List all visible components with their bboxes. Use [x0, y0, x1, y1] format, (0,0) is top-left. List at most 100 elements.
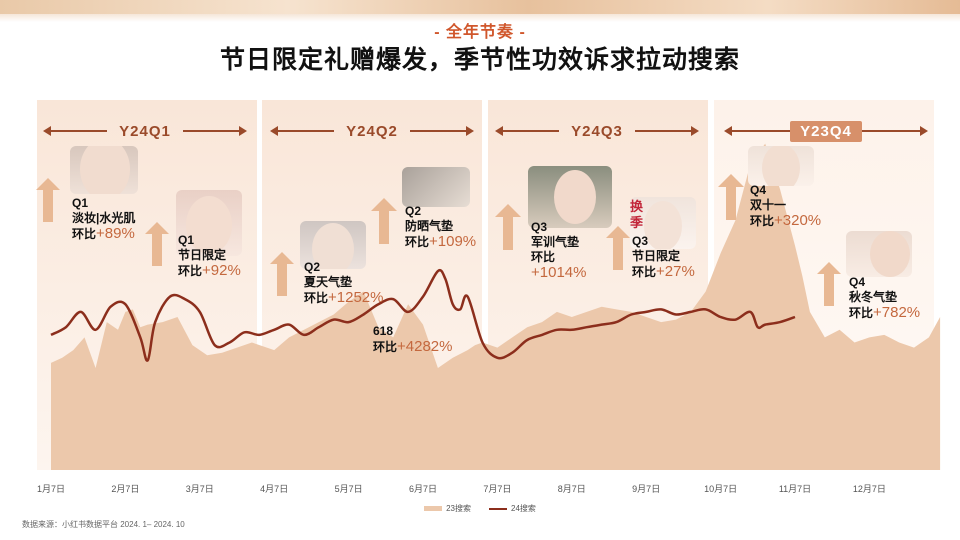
x-tick-label: 1月7日 — [36, 484, 66, 494]
annotation-prefix: 环比 — [373, 340, 398, 354]
x-tick-label: 8月7日 — [557, 484, 586, 494]
arrow-right-icon — [634, 126, 700, 136]
series-23-area-group — [51, 143, 941, 470]
x-tick-label: 6月7日 — [408, 484, 438, 494]
annotation-growth: +92% — [202, 262, 241, 279]
annotation-period: Q1 — [72, 196, 89, 210]
photo-q4-autumn — [846, 231, 912, 277]
face-icon — [554, 170, 596, 224]
x-tick-label: 3月7日 — [185, 484, 214, 494]
annotation-period: Q3 — [531, 220, 548, 234]
annotation-q4-autumn: Q4 秋冬气垫 环比+782% — [849, 275, 920, 321]
annotation-growth: +320% — [774, 212, 822, 229]
up-arrow-icon — [495, 204, 521, 250]
annotation-prefix: 环比 — [750, 214, 775, 228]
annotation-q3-military: Q3 军训气垫 环比 +1014% — [531, 220, 586, 281]
annotation-topic: 夏天气垫 — [304, 275, 353, 289]
x-tick-label: 4月7日 — [260, 484, 289, 494]
annotation-618: 618 环比+4282% — [373, 324, 452, 355]
annotation-q4-double11: Q4 双十一 环比+320% — [750, 183, 821, 229]
annotation-topic: 秋冬气垫 — [849, 290, 898, 304]
section-subtitle: - 全年节奏 - — [434, 24, 526, 41]
annotation-period: Q2 — [304, 260, 321, 274]
annotation-prefix: 环比 — [304, 291, 329, 305]
annotation-growth: +27% — [656, 263, 695, 280]
quarter-header-q1: Y24Q1 — [42, 120, 248, 142]
series-24-line — [50, 269, 796, 362]
quarter-label: Y23Q4 — [790, 120, 862, 142]
up-arrow-icon — [36, 178, 60, 222]
up-arrow-icon — [817, 262, 841, 306]
photo-badge: 换季 — [630, 199, 644, 230]
annotation-topic: 节日限定 — [178, 248, 227, 262]
photo-q4-double11 — [748, 146, 814, 186]
annotation-growth: +109% — [429, 233, 477, 250]
quarter-label: Y24Q2 — [346, 122, 398, 140]
x-tick-label: 12月7日 — [852, 484, 886, 494]
annotation-q1-holiday: Q1 节日限定 环比+92% — [178, 233, 241, 279]
annotation-topic: 淡妆|水光肌 — [72, 211, 136, 225]
annotation-prefix: 环比 — [405, 235, 430, 249]
x-tick-label: 7月7日 — [483, 484, 512, 494]
annotation-growth: +4282% — [397, 338, 453, 355]
face-icon — [762, 146, 800, 186]
quarter-header-q2: Y24Q2 — [269, 120, 475, 142]
top-decor-band — [0, 0, 960, 14]
series-24-line-group — [50, 269, 796, 362]
x-tick-label: 2月7日 — [111, 484, 140, 494]
face-icon — [644, 201, 682, 249]
arrow-left-icon — [723, 126, 791, 136]
x-tick-label: 5月7日 — [334, 484, 363, 494]
quarter-header-q3: Y24Q3 — [494, 120, 700, 142]
photo-q3-military — [528, 166, 612, 228]
legend-item-23: 23搜索 — [424, 503, 471, 514]
face-icon — [312, 223, 354, 269]
photo-q3-holiday: 换季 — [630, 197, 696, 249]
photo-q2-sunscreen — [402, 167, 470, 207]
annotation-prefix: 环比 — [849, 306, 874, 320]
arrow-left-icon — [494, 126, 560, 136]
quarter-header-q4: Y23Q4 — [723, 120, 929, 142]
annotation-growth: +782% — [873, 304, 921, 321]
face-icon — [186, 196, 232, 254]
quarter-label: Y24Q1 — [119, 122, 171, 140]
annotation-period: Q3 — [632, 234, 649, 248]
annotation-growth: +1014% — [531, 264, 587, 281]
annotation-prefix: 环比 — [178, 264, 203, 278]
arrow-right-icon — [861, 126, 929, 136]
annotation-q2-sunscreen: Q2 防晒气垫 环比+109% — [405, 204, 476, 250]
annotation-topic: 节日限定 — [632, 249, 681, 263]
top-decor-fade — [0, 14, 960, 22]
arrow-left-icon — [269, 126, 335, 136]
annotation-topic: 双十一 — [750, 198, 787, 212]
face-icon — [870, 231, 910, 277]
page-title: 节日限定礼赠爆发，季节性功效诉求拉动搜索 — [219, 46, 740, 74]
chart-legend: 23搜索 24搜索 — [0, 503, 960, 514]
annotation-q1-makeup: Q1 淡妆|水光肌 环比+89% — [72, 196, 135, 242]
annotation-period: Q4 — [849, 275, 866, 289]
up-arrow-icon — [371, 198, 397, 244]
annotation-topic: 防晒气垫 — [405, 219, 454, 233]
face-icon — [80, 146, 130, 194]
up-arrow-icon — [606, 226, 630, 270]
annotation-topic: 军训气垫 — [531, 235, 580, 249]
legend-item-24: 24搜索 — [489, 503, 536, 514]
annotation-prefix: 环比 — [72, 227, 97, 241]
annotation-q2-summer: Q2 夏天气垫 环比+1252% — [304, 260, 383, 306]
x-tick-label: 10月7日 — [704, 484, 738, 494]
legend-label: 24搜索 — [511, 504, 536, 513]
annotation-period: Q2 — [405, 204, 422, 218]
annotation-q3-holiday: Q3 节日限定 环比+27% — [632, 234, 695, 280]
arrow-right-icon — [409, 126, 475, 136]
x-tick-label: 11月7日 — [778, 484, 812, 494]
annotation-prefix: 环比 — [531, 250, 556, 264]
series-23-area — [51, 143, 941, 470]
photo-q1-holiday — [176, 190, 242, 256]
annotation-growth: +89% — [96, 225, 135, 242]
arrow-right-icon — [182, 126, 248, 136]
annotation-period: 618 — [373, 324, 394, 338]
photo-q1-makeup — [70, 146, 138, 194]
annotation-growth: +1252% — [328, 289, 384, 306]
up-arrow-icon — [270, 252, 294, 296]
quarter-label: Y24Q3 — [571, 122, 623, 140]
